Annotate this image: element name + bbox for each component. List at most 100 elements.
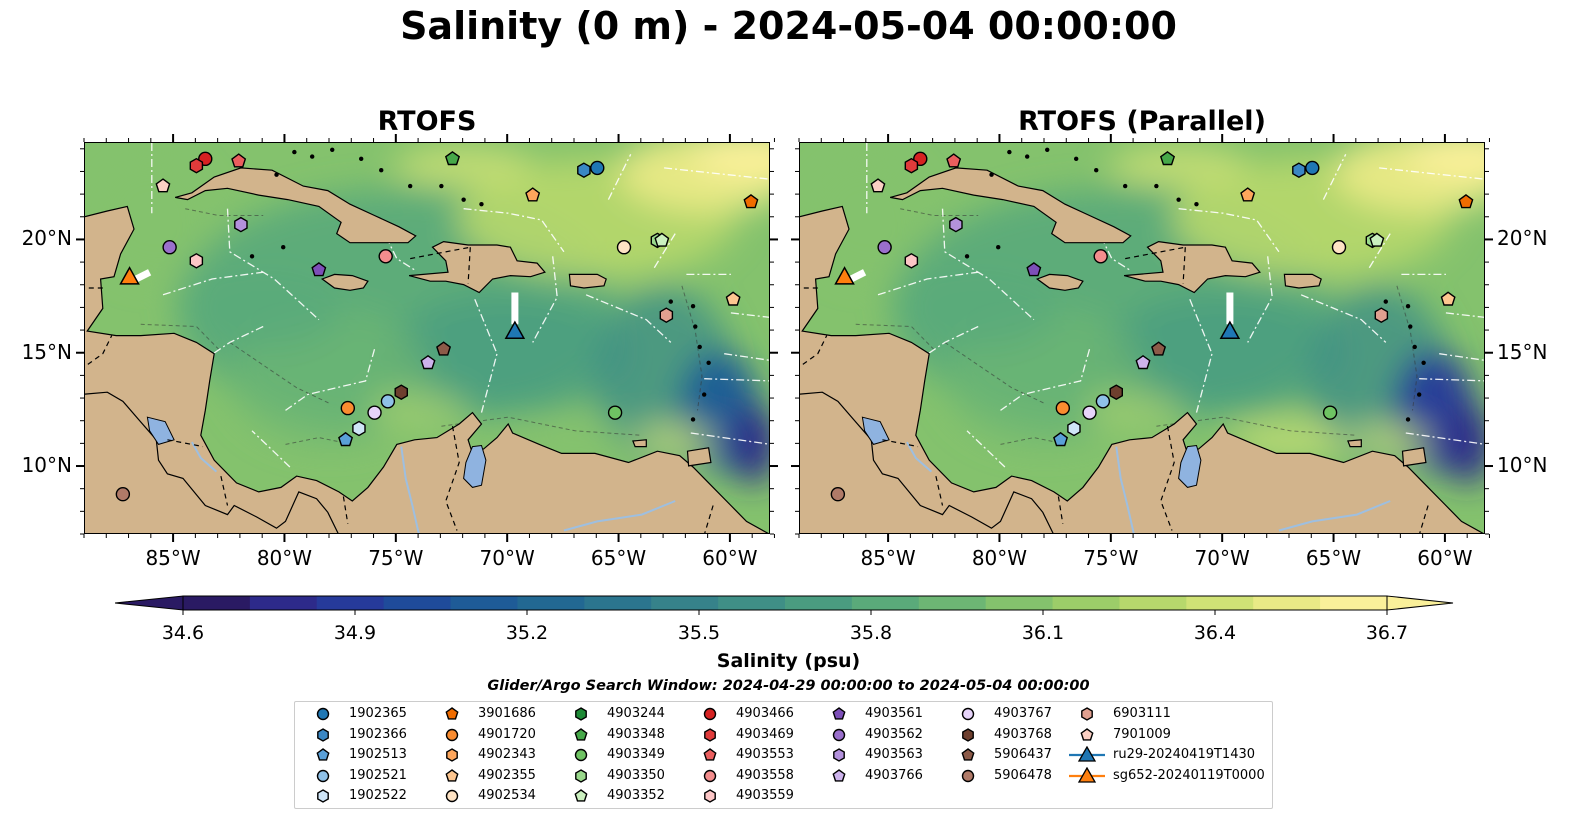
panel-title-rtofs-parallel: RTOFS (Parallel)	[1018, 106, 1266, 137]
legend-marker	[703, 748, 717, 761]
float-4903768-marker	[1109, 384, 1123, 401]
legend-marker	[445, 707, 459, 720]
float-4903766-marker	[1135, 354, 1151, 370]
colorbar-tick-label: 34.9	[333, 622, 377, 644]
legend-marker	[575, 768, 587, 783]
float-4903766-marker	[420, 354, 436, 370]
legend-marker	[1080, 727, 1094, 741]
lon-tick-label: 85°W	[145, 546, 201, 570]
float-1902365-marker	[1305, 160, 1320, 176]
legend-marker	[962, 727, 974, 742]
legend-marker	[316, 769, 330, 782]
legend-marker	[704, 727, 716, 742]
legend-label: 4903553	[736, 747, 794, 763]
float-1902366-marker	[577, 162, 591, 179]
legend-label: 7901009	[1113, 726, 1171, 742]
lat-tick-label: 15°N	[21, 339, 72, 364]
legend-marker	[316, 707, 330, 721]
lat-tick-label: 20°N	[1497, 226, 1548, 251]
colorbar-swatch	[918, 596, 987, 610]
legend-label: sg652-20240119T0000	[1113, 767, 1265, 783]
float-6903111-marker	[1374, 307, 1389, 324]
legend-label: 4902534	[478, 788, 536, 804]
float-4902355-marker	[725, 291, 741, 306]
legend-label: 1902365	[349, 706, 407, 721]
colorbar-swatch	[785, 596, 853, 610]
panel-title-rtofs: RTOFS	[377, 106, 477, 137]
float-1902513-marker	[1053, 431, 1069, 447]
legend-marker	[446, 748, 458, 762]
lat-tick-label: 20°N	[21, 226, 72, 251]
legend-marker	[445, 768, 459, 782]
lon-tick-label: 70°W	[1194, 546, 1250, 570]
colorbar-swatch	[851, 596, 920, 610]
legend-marker	[832, 728, 846, 741]
colorbar-swatch	[183, 596, 251, 610]
float-1902513-marker	[338, 431, 354, 447]
legend-label: 4903349	[607, 747, 665, 763]
float-3901686-marker	[1458, 194, 1474, 209]
glider-ru29-marker	[504, 320, 526, 340]
colorbar-swatch	[718, 596, 786, 610]
salinity-map-rtofs-parallel	[799, 142, 1485, 534]
float-4903553-marker	[946, 153, 962, 168]
colorbar-extend-min	[115, 595, 184, 611]
colorbar-tick-label: 34.6	[161, 622, 205, 644]
legend-label: 4903767	[994, 706, 1052, 721]
legend-label: 1902366	[349, 726, 407, 742]
colorbar-swatch	[1253, 596, 1321, 610]
lon-tick-label: 85°W	[860, 546, 916, 570]
float-4903348-marker	[1159, 151, 1176, 166]
glider-sg652-marker	[119, 266, 140, 285]
legend-label: 4901720	[478, 726, 536, 742]
legend-label: 5906478	[994, 767, 1052, 783]
colorbar	[115, 595, 1454, 615]
float-4901720-marker	[1055, 400, 1071, 416]
colorbar-label: Salinity (psu)	[716, 650, 861, 672]
float-1902522-marker	[1067, 420, 1081, 437]
lon-tick-label: 75°W	[1083, 546, 1139, 570]
glider-ru29-marker	[1219, 320, 1241, 340]
float-1902522-marker	[352, 420, 366, 437]
legend-label: 1902521	[349, 767, 407, 783]
legend-marker	[1077, 746, 1097, 762]
float-4903349-marker	[607, 405, 623, 420]
lon-tick-label: 60°W	[1417, 546, 1473, 570]
float-4903563-marker	[949, 216, 963, 233]
legend-label: 4903352	[607, 788, 665, 804]
float-4903553-marker	[231, 153, 247, 168]
float-7901009-marker	[155, 178, 171, 193]
legend-label: 4903469	[736, 726, 794, 742]
lat-tick-label: 10°N	[21, 453, 72, 478]
legend-marker	[703, 707, 717, 721]
float-5906437-marker	[1151, 341, 1167, 356]
legend-label: 4902343	[478, 747, 536, 763]
legend-label: 4903466	[736, 706, 794, 721]
legend-marker	[832, 768, 846, 782]
colorbar-swatch	[584, 596, 652, 610]
legend-label: 4902355	[478, 767, 536, 783]
lon-tick-label: 65°W	[590, 546, 647, 570]
colorbar-swatch	[316, 596, 385, 610]
colorbar-tick-label: 35.8	[849, 622, 893, 644]
legend-marker	[961, 707, 975, 721]
float-1902521-marker	[1095, 394, 1111, 409]
legend-marker	[1081, 707, 1093, 721]
lon-tick-label: 65°W	[1305, 546, 1362, 570]
map-canvas	[85, 143, 769, 533]
float-4903767-marker	[367, 405, 382, 420]
legend-marker	[317, 727, 329, 742]
legend-label: 4903561	[865, 706, 923, 721]
float-4903469-marker	[189, 157, 204, 174]
lon-tick-label: 75°W	[368, 546, 424, 570]
legend-label: 4903768	[994, 726, 1052, 742]
legend-label: ru29-20240419T1430	[1113, 747, 1256, 763]
legend-label: 1902522	[349, 788, 407, 804]
colorbar-swatch	[1052, 596, 1120, 610]
colorbar-extend-max	[1386, 595, 1454, 611]
lon-tick-label: 70°W	[479, 546, 535, 570]
float-4903469-marker	[904, 157, 919, 174]
float-4902355-marker	[1440, 291, 1456, 306]
lon-tick-label: 60°W	[702, 546, 758, 570]
float-4903561-marker	[311, 262, 327, 277]
